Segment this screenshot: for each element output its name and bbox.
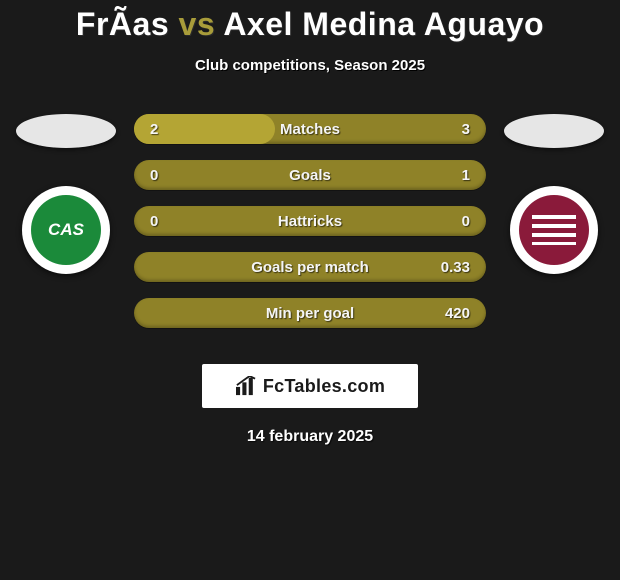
stat-value-right: 1 [462,160,470,190]
sarmiento-badge-icon: CAS [31,195,101,265]
brand-text: FcTables.com [263,376,385,397]
right-column [494,114,614,274]
stat-label: Min per goal [134,298,486,328]
player-left-photo-placeholder [16,114,116,148]
stat-bar: Min per goal420 [134,298,486,328]
player-right-name: Axel Medina Aguayo [223,6,544,42]
stat-value-right: 0 [462,206,470,236]
chart-icon [235,376,257,396]
vs-separator: vs [179,6,216,42]
brand-badge[interactable]: FcTables.com [202,364,418,408]
stat-value-right: 0.33 [441,252,470,282]
stat-bar: 2Matches3 [134,114,486,144]
stat-value-right: 3 [462,114,470,144]
comparison-title: FrÃ­as vs Axel Medina Aguayo [0,6,620,43]
stat-label: Goals [134,160,486,190]
stats-bars: 2Matches30Goals10Hattricks0Goals per mat… [126,114,494,344]
club-right-badge [510,186,598,274]
stat-label: Hattricks [134,206,486,236]
stat-value-right: 420 [445,298,470,328]
stat-bar: 0Hattricks0 [134,206,486,236]
club-left-badge: CAS [22,186,110,274]
subtitle: Club competitions, Season 2025 [0,57,620,74]
lanus-badge-icon [519,195,589,265]
player-left-name: FrÃ­as [76,6,169,42]
stat-bar: Goals per match0.33 [134,252,486,282]
player-right-photo-placeholder [504,114,604,148]
stat-label: Matches [134,114,486,144]
snapshot-date: 14 february 2025 [0,428,620,446]
left-column: CAS [6,114,126,274]
stat-bar: 0Goals1 [134,160,486,190]
stat-label: Goals per match [134,252,486,282]
